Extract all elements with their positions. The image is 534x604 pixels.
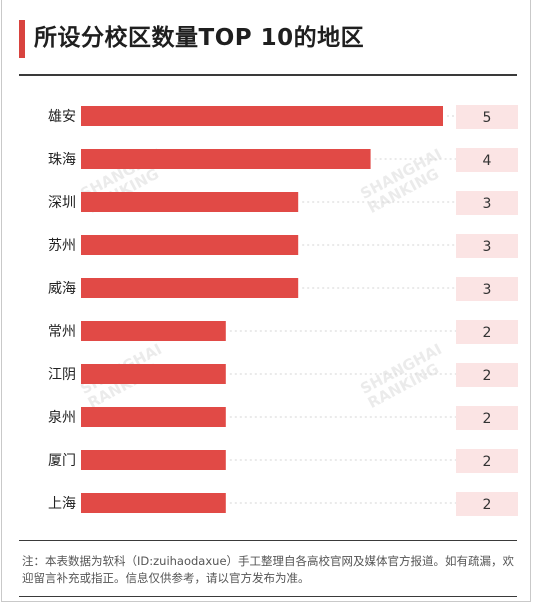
footnote: 注：本表数据为软科（ID:zuihaodaxue）手工整理自各高校官网及媒体官方… <box>22 554 515 585</box>
category-label: 常州 <box>48 324 76 340</box>
bar <box>81 364 226 384</box>
footer-divider <box>19 540 517 541</box>
bar <box>81 450 226 470</box>
data-label: 3 <box>483 239 492 255</box>
title-divider <box>19 74 517 76</box>
data-label: 2 <box>483 497 492 513</box>
bar <box>81 149 371 169</box>
data-label: 5 <box>483 110 492 126</box>
data-label: 2 <box>483 454 492 470</box>
category-label: 上海 <box>48 496 76 512</box>
bar <box>81 321 226 341</box>
value-box <box>456 277 518 301</box>
category-label: 江阴 <box>48 367 76 383</box>
bottom-divider <box>19 596 517 597</box>
value-box <box>456 320 518 344</box>
bar <box>81 493 226 513</box>
bar <box>81 106 443 126</box>
value-box <box>456 191 518 215</box>
category-label: 珠海 <box>48 152 76 168</box>
value-box <box>456 406 518 430</box>
data-label: 3 <box>483 282 492 298</box>
data-label: 2 <box>483 411 492 427</box>
value-box <box>456 363 518 387</box>
bar <box>81 235 299 255</box>
data-label: 3 <box>483 196 492 212</box>
category-label: 苏州 <box>48 238 76 254</box>
data-label: 2 <box>483 368 492 384</box>
category-label: 雄安 <box>48 109 76 125</box>
bar <box>81 278 299 298</box>
title-accent-bar <box>19 20 25 58</box>
data-label: 2 <box>483 325 492 341</box>
value-box <box>456 148 518 172</box>
category-label: 深圳 <box>48 195 76 211</box>
category-label: 厦门 <box>48 453 76 469</box>
value-box <box>456 492 518 516</box>
bar <box>81 407 226 427</box>
chart-title: 所设分校区数量TOP 10的地区 <box>34 25 365 51</box>
value-box <box>456 105 518 129</box>
category-label: 泉州 <box>48 409 76 426</box>
category-label: 威海 <box>48 281 76 297</box>
value-box <box>456 234 518 258</box>
data-label: 4 <box>483 153 492 169</box>
value-box <box>456 449 518 473</box>
bar <box>81 192 299 212</box>
